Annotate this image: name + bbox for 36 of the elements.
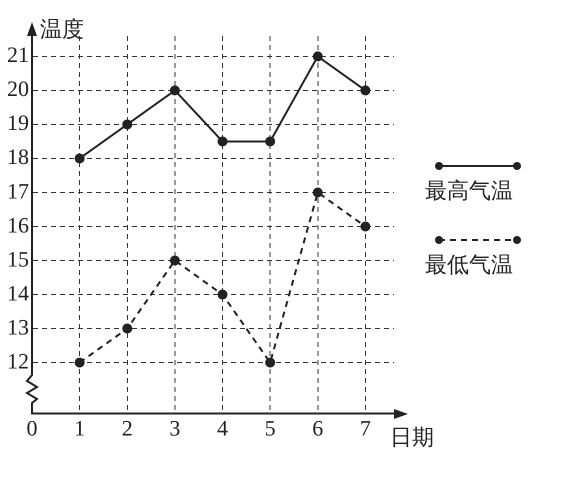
point (360, 85, 370, 96)
x-tick-label: 4 (217, 416, 228, 441)
x-tick-label: 1 (74, 416, 86, 441)
x-tick-label: 2 (122, 416, 133, 441)
y-tick-label: 18 (7, 144, 29, 170)
y-tick-label: 14 (7, 280, 29, 306)
point (312, 187, 323, 198)
y-axis-title: 温度 (40, 18, 84, 43)
point (74, 153, 85, 164)
point (312, 51, 323, 62)
x-tick-label: 3 (169, 416, 180, 441)
point (265, 136, 276, 146)
point (218, 290, 228, 300)
y-tick-label: 16 (7, 212, 29, 238)
point (265, 358, 276, 368)
point (170, 85, 180, 96)
y-tick-label: 19 (7, 110, 29, 136)
x-axis-title: 日期 (390, 425, 434, 450)
point (360, 222, 370, 232)
legend-label: 最低气温 (425, 252, 514, 280)
y-tick-label: 20 (7, 76, 29, 102)
y-tick-label: 21 (7, 42, 29, 68)
point (74, 358, 85, 368)
point (170, 256, 180, 266)
y-tick-label: 12 (7, 348, 29, 374)
point (122, 119, 132, 130)
y-tick-label: 17 (7, 178, 29, 204)
x-tick-label: 5 (264, 416, 276, 441)
x-tick-label: 6 (312, 416, 324, 441)
legend-label: 最高气温 (425, 178, 514, 206)
y-tick-label: 15 (7, 246, 29, 272)
y-tick-label: 13 (7, 314, 29, 340)
point (122, 324, 132, 334)
x-tick-label: 0 (26, 416, 38, 441)
point (218, 136, 228, 146)
x-tick-label: 7 (360, 416, 371, 441)
